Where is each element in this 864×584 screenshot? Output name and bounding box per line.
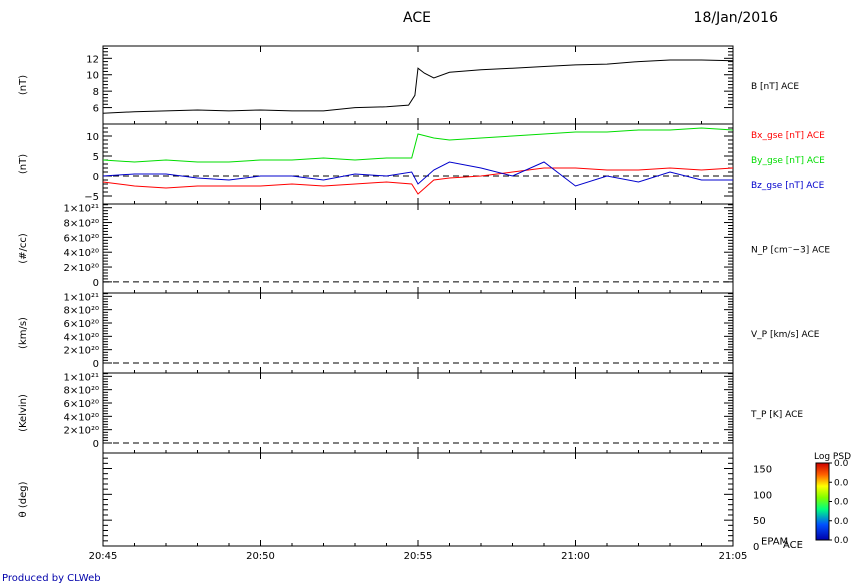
panel-1: 6 8 10 12 (nT) B [nT] ACE xyxy=(18,45,799,125)
series-line xyxy=(102,167,734,195)
y-tick-label: 6×10²⁰ xyxy=(64,399,99,410)
legend-entry: Bx_gse [nT] ACE xyxy=(751,131,825,141)
panel-3: 0 2×10²⁰ 4×10²⁰ 6×10²⁰ 8×10²⁰ 1×10²¹ (#/cc) N_P… xyxy=(18,203,830,294)
legend-entry: By_gse [nT] ACE xyxy=(751,156,825,166)
y-tick-label: 0 xyxy=(93,172,99,183)
y-tick-label: 12 xyxy=(86,54,99,65)
y-tick-label: 4×10²⁰ xyxy=(64,332,99,343)
colorbar-tick-label: 0.0 xyxy=(834,498,849,508)
y-axis-label: (#/cc) xyxy=(18,233,29,264)
y-tick-label: 5 xyxy=(93,152,99,163)
instrument-label: EPAM xyxy=(761,537,788,548)
panel-4: 0 2×10²⁰ 4×10²⁰ 6×10²⁰ 8×10²⁰ 1×10²¹ (km/s) V_P… xyxy=(18,292,820,374)
y-tick-label: 6 xyxy=(93,104,99,115)
y-tick-label: 150 xyxy=(753,465,772,476)
y-axis-label: (Kelvin) xyxy=(18,394,29,432)
y-tick-label: 100 xyxy=(753,490,772,501)
colorbar-tick-label: 0.0 xyxy=(834,478,849,488)
panel-frame xyxy=(102,203,734,294)
panel-frame xyxy=(102,452,734,547)
y-tick-label: 2×10²⁰ xyxy=(64,263,99,274)
y-tick-label: −5 xyxy=(84,192,99,203)
series-line xyxy=(102,161,733,187)
legend-entry: V_P [km/s] ACE xyxy=(751,330,820,340)
series-line xyxy=(102,59,734,114)
colorbar-tick-label: 0.0 xyxy=(834,536,849,546)
y-tick-label: 6×10²⁰ xyxy=(64,319,99,330)
y-axis-label: (nT) xyxy=(18,75,29,95)
legend-entry: T_P [K] ACE xyxy=(750,410,803,420)
x-tick-label: 21:00 xyxy=(561,551,590,562)
y-tick-label: 4×10²⁰ xyxy=(64,412,99,423)
panel-stack: 6 8 10 12 (nT) B [nT] ACE −5 0 5 10 (nT) Bx_gse [nT… xyxy=(18,45,830,553)
panel-frame xyxy=(102,123,734,205)
legend-entry: N_P [cm⁻−3] ACE xyxy=(751,246,830,256)
y-tick-label: 10 xyxy=(86,71,99,82)
y-tick-label: 8×10²⁰ xyxy=(64,386,99,397)
y-tick-label: 1×10²¹ xyxy=(64,204,99,215)
legend-entry: B [nT] ACE xyxy=(751,82,799,92)
colorbar-title: Log PSD xyxy=(814,452,851,462)
y-tick-label: 0 xyxy=(93,439,99,450)
y-tick-label: 0 xyxy=(93,359,99,370)
legend-entry: Bz_gse [nT] ACE xyxy=(751,181,825,191)
colorbar-gradient xyxy=(815,462,830,541)
y-axis-label: (km/s) xyxy=(18,317,29,349)
y-tick-label: 8 xyxy=(93,87,99,98)
y-tick-label: 1×10²¹ xyxy=(64,372,99,383)
y-tick-label: 2×10²⁰ xyxy=(64,426,99,437)
series-line xyxy=(102,127,734,163)
x-tick-label: 20:50 xyxy=(246,551,275,562)
time-axis: 20:45 20:50 20:55 21:00 21:05 xyxy=(89,46,748,562)
y-tick-label: 8×10²⁰ xyxy=(64,219,99,230)
y-tick-label: 10 xyxy=(86,132,99,143)
colorbar-tick-label: 0.0 xyxy=(834,517,849,527)
y-tick-label: 0 xyxy=(753,542,759,553)
instrument-suffix: ACE xyxy=(783,540,803,551)
plot-date: 18/Jan/2016 xyxy=(694,10,779,26)
panel-frame xyxy=(102,45,734,125)
x-tick-label: 20:55 xyxy=(404,551,433,562)
y-axis-label: (nT) xyxy=(18,154,29,174)
panel-frame xyxy=(102,372,734,454)
y-tick-label: 4×10²⁰ xyxy=(64,248,99,259)
y-tick-label: 1×10²¹ xyxy=(64,292,99,303)
y-tick-label: 0 xyxy=(93,278,99,289)
y-tick-label: 6×10²⁰ xyxy=(64,233,99,244)
x-tick-label: 20:45 xyxy=(89,551,118,562)
colorbar-tick-label: 0.0 xyxy=(834,459,849,469)
credit-text: Produced by CLWeb xyxy=(2,573,101,584)
y-tick-label: 50 xyxy=(753,516,766,527)
x-tick-label: 21:05 xyxy=(719,551,748,562)
panel-5: 0 2×10²⁰ 4×10²⁰ 6×10²⁰ 8×10²⁰ 1×10²¹ (Kelvin) T… xyxy=(18,372,803,454)
y-axis-label: θ (deg) xyxy=(18,481,29,517)
plot-title: ACE xyxy=(403,10,431,26)
panel-2: −5 0 5 10 (nT) Bx_gse [nT] ACE By_gse [nT] ACE… xyxy=(18,123,825,205)
y-tick-label: 2×10²⁰ xyxy=(64,346,99,357)
y-tick-label: 8×10²⁰ xyxy=(64,306,99,317)
panel-frame xyxy=(102,292,734,374)
